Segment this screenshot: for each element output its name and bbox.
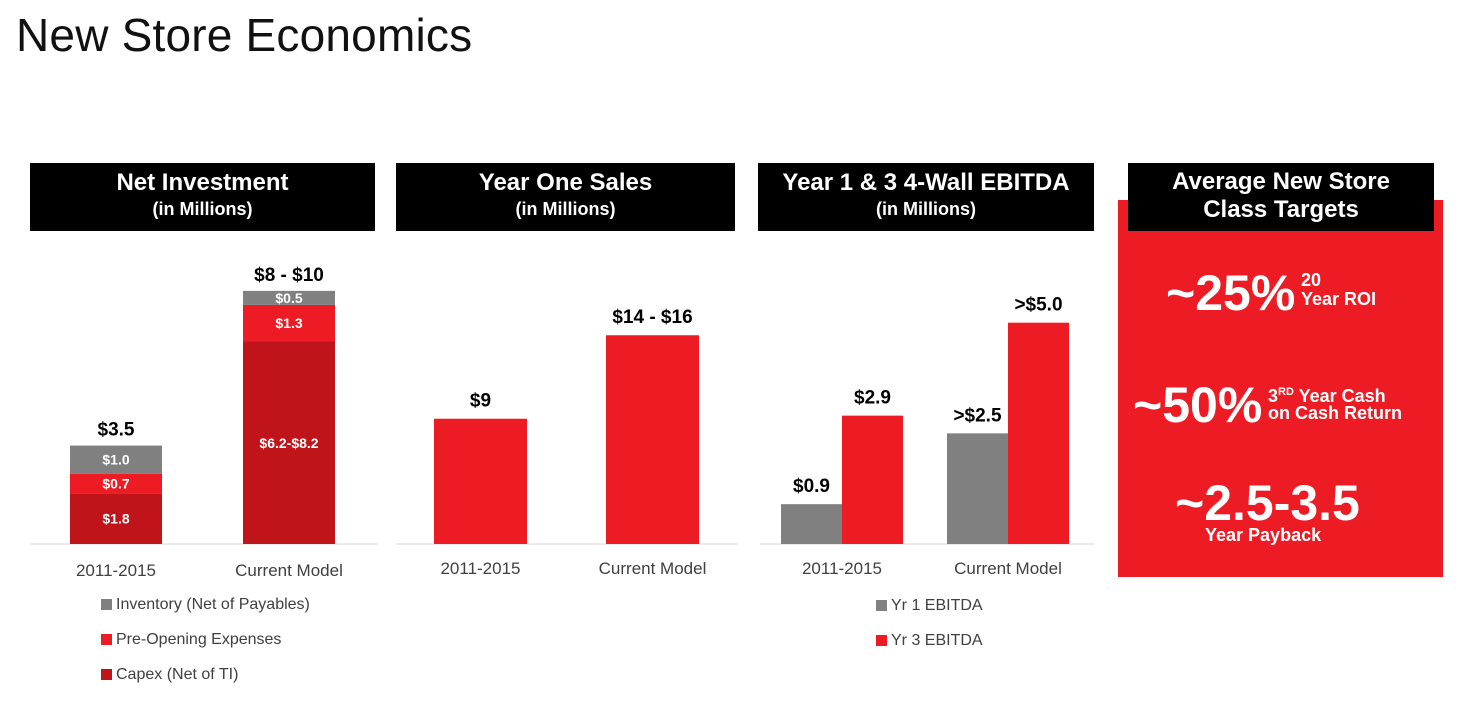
target-roi-value: ~25% bbox=[1166, 265, 1296, 321]
legend-label-preopening: Pre-Opening Expenses bbox=[116, 631, 282, 648]
legend-label-inventory: Inventory (Net of Payables) bbox=[116, 596, 310, 613]
ebitda-bar-yr1-0 bbox=[781, 504, 842, 544]
ebitda-title: Year 1 & 3 4-Wall EBITDA bbox=[782, 169, 1070, 196]
bar-preopening-1 bbox=[243, 304, 335, 342]
sales-data-label-1: $14 - $16 bbox=[612, 307, 692, 328]
targets-panel bbox=[1118, 200, 1443, 577]
ebitda-bar-yr3-1 bbox=[1008, 322, 1069, 544]
targets-title-line2: Class Targets bbox=[1203, 196, 1359, 223]
net-investment-title: Net Investment bbox=[116, 169, 289, 196]
data-label-inventory-1: $0.5 bbox=[275, 290, 302, 306]
bar-inventory-1 bbox=[243, 290, 335, 305]
sales-bar-0 bbox=[434, 418, 527, 544]
ebitda-data-label-yr1-0: $0.9 bbox=[793, 476, 830, 497]
sales-data-label-0: $9 bbox=[470, 391, 491, 412]
target-cash-superscript: RD bbox=[1278, 386, 1294, 398]
target-roi-line2: Year ROI bbox=[1301, 289, 1377, 309]
legend-swatch-yr3 bbox=[876, 635, 887, 646]
ebitda-x-tick-label-0: 2011-2015 bbox=[802, 559, 882, 578]
sales-bar-1 bbox=[606, 335, 699, 544]
legend-item-capex: Capex (Net of TI) bbox=[101, 666, 238, 684]
year-one-sales-header: Year One Sales (in Millions) bbox=[396, 163, 735, 231]
x-tick-label-0: 2011-2015 bbox=[76, 561, 156, 580]
bar-preopening-0 bbox=[70, 473, 162, 494]
net-investment-header: Net Investment (in Millions) bbox=[30, 163, 375, 231]
ebitda-data-label-yr3-1: >$5.0 bbox=[1014, 295, 1062, 316]
targets-header: Average New Store Class Targets bbox=[1128, 163, 1434, 231]
page-title: New Store Economics bbox=[16, 9, 473, 61]
legend-item-preopening: Pre-Opening Expenses bbox=[101, 631, 281, 649]
ebitda-bar-yr3-0 bbox=[842, 415, 903, 544]
legend-swatch-preopening bbox=[101, 634, 112, 645]
legend-item-yr3: Yr 3 EBITDA bbox=[876, 632, 983, 650]
target-payback-value: ~2.5-3.5 bbox=[1175, 475, 1360, 531]
data-label-capex-1: $6.2-$8.2 bbox=[259, 435, 318, 451]
legend-swatch-yr1 bbox=[876, 600, 887, 611]
targets-title-line1: Average New Store bbox=[1172, 168, 1390, 195]
legend-item-yr1: Yr 1 EBITDA bbox=[876, 597, 983, 615]
target-roi-line1: 20 bbox=[1301, 270, 1322, 290]
legend-label-capex: Capex (Net of TI) bbox=[116, 666, 239, 683]
bar-capex-1 bbox=[243, 341, 335, 544]
target-cash-line1b: Year Cash bbox=[1293, 386, 1386, 406]
ebitda-data-label-yr3-0: $2.9 bbox=[854, 388, 891, 409]
legend-item-inventory: Inventory (Net of Payables) bbox=[101, 596, 310, 614]
bar-inventory-0 bbox=[70, 445, 162, 474]
data-label-preopening-1: $1.3 bbox=[275, 315, 302, 331]
year-one-sales-title: Year One Sales bbox=[478, 169, 653, 196]
ebitda-subtitle: (in Millions) bbox=[876, 199, 976, 219]
legend-label-yr1: Yr 1 EBITDA bbox=[891, 597, 983, 614]
ebitda-header: Year 1 & 3 4-Wall EBITDA (in Millions) bbox=[758, 163, 1094, 231]
legend-label-yr3: Yr 3 EBITDA bbox=[891, 632, 983, 649]
target-cash-ordinal: 3 bbox=[1268, 386, 1279, 406]
total-label-0: $3.5 bbox=[98, 420, 135, 441]
x-tick-label-1: Current Model bbox=[235, 561, 343, 580]
ebitda-data-label-yr1-1: >$2.5 bbox=[953, 405, 1002, 426]
sales-x-tick-label-1: Current Model bbox=[599, 559, 707, 578]
ebitda-bar-yr1-1 bbox=[947, 433, 1008, 544]
legend-swatch-inventory bbox=[101, 599, 112, 610]
data-label-inventory-0: $1.0 bbox=[102, 452, 129, 468]
bar-capex-0 bbox=[70, 493, 162, 544]
net-investment-subtitle: (in Millions) bbox=[152, 199, 253, 219]
year-one-sales-subtitle: (in Millions) bbox=[515, 199, 616, 219]
target-cash-line1: 3RD Year Cash bbox=[1268, 382, 1386, 406]
legend-swatch-capex bbox=[101, 669, 112, 680]
data-label-capex-0: $1.8 bbox=[102, 511, 129, 527]
data-label-preopening-0: $0.7 bbox=[102, 476, 129, 492]
target-payback-line2: Year Payback bbox=[1205, 525, 1322, 545]
target-cash-value: ~50% bbox=[1133, 377, 1263, 433]
target-cash-line2: on Cash Return bbox=[1268, 403, 1403, 423]
total-label-1: $8 - $10 bbox=[254, 265, 324, 286]
sales-x-tick-label-0: 2011-2015 bbox=[440, 559, 520, 578]
ebitda-x-tick-label-1: Current Model bbox=[954, 559, 1062, 578]
